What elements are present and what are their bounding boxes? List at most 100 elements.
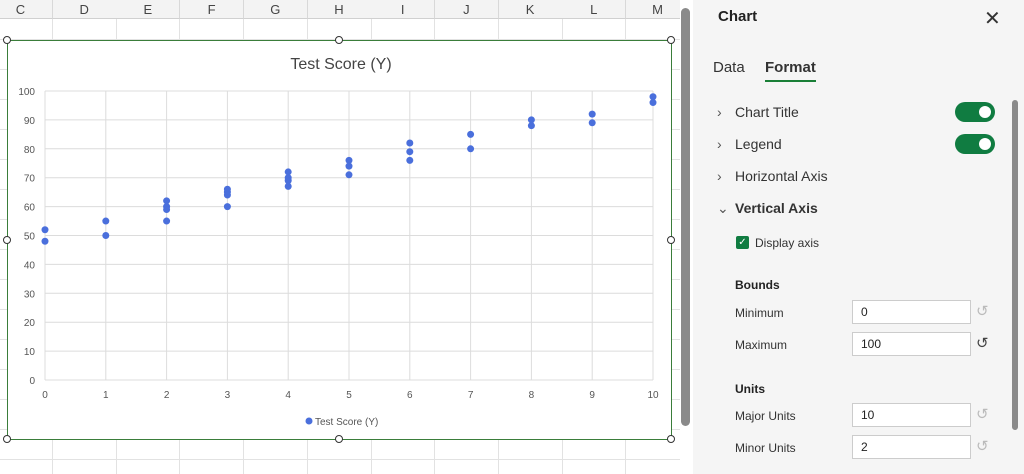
- major-units-label: Major Units: [735, 409, 796, 423]
- column-header-K[interactable]: K: [498, 0, 563, 19]
- legend-toggle[interactable]: [955, 134, 995, 154]
- resize-handle-left[interactable]: [3, 236, 11, 244]
- minimum-input[interactable]: [852, 300, 971, 324]
- bounds-heading: Bounds: [735, 278, 780, 292]
- x-tick-label: 4: [285, 390, 291, 401]
- chevron-right-icon: ›: [717, 104, 722, 120]
- y-tick-label: 50: [24, 232, 36, 243]
- section-vertical-axis[interactable]: ⌄ Vertical Axis: [717, 200, 818, 217]
- reset-maximum-icon[interactable]: ↺: [976, 335, 989, 352]
- section-label: Horizontal Axis: [735, 168, 828, 184]
- x-tick-label: 6: [407, 390, 413, 401]
- data-point: [41, 226, 49, 234]
- section-chart-title[interactable]: › Chart Title: [717, 104, 799, 120]
- column-header-E[interactable]: E: [116, 0, 181, 19]
- section-legend[interactable]: › Legend: [717, 136, 782, 152]
- close-icon[interactable]: ✕: [984, 8, 1001, 30]
- data-point: [588, 110, 596, 118]
- data-point: [41, 237, 49, 245]
- y-tick-label: 90: [24, 116, 36, 127]
- resize-handle-top-right[interactable]: [667, 36, 675, 44]
- x-tick-label: 9: [589, 390, 595, 401]
- data-point: [467, 130, 475, 138]
- data-point: [223, 191, 231, 199]
- y-tick-label: 0: [29, 376, 35, 387]
- x-tick-label: 10: [647, 390, 659, 401]
- data-point: [527, 122, 535, 130]
- x-tick-label: 8: [529, 390, 535, 401]
- data-point: [284, 182, 292, 190]
- major-units-input[interactable]: [852, 403, 971, 427]
- reset-major-units-icon[interactable]: ↺: [976, 406, 989, 423]
- reset-minimum-icon[interactable]: ↺: [976, 303, 989, 320]
- x-tick-label: 2: [164, 390, 170, 401]
- section-label: Chart Title: [735, 104, 799, 120]
- y-tick-label: 10: [24, 347, 36, 358]
- x-tick-label: 3: [225, 390, 231, 401]
- column-header-I[interactable]: I: [371, 0, 436, 19]
- section-label: Legend: [735, 136, 782, 152]
- data-point: [345, 162, 353, 170]
- units-heading: Units: [735, 382, 765, 396]
- resize-handle-bottom-left[interactable]: [3, 435, 11, 443]
- column-header-M[interactable]: M: [626, 0, 680, 19]
- data-point: [284, 168, 292, 176]
- data-point: [284, 177, 292, 185]
- chevron-right-icon: ›: [717, 136, 722, 152]
- resize-handle-top[interactable]: [335, 36, 343, 44]
- pane-scrollbar[interactable]: [1012, 100, 1018, 430]
- data-point: [649, 99, 657, 107]
- tab-format[interactable]: Format: [765, 59, 816, 82]
- data-point: [163, 205, 171, 213]
- column-header-J[interactable]: J: [434, 0, 499, 19]
- resize-handle-top-left[interactable]: [3, 36, 11, 44]
- data-point: [345, 156, 353, 164]
- sheet-vertical-scrollbar[interactable]: [681, 8, 690, 426]
- data-point: [102, 232, 110, 239]
- data-point: [588, 119, 596, 127]
- chart-title-toggle[interactable]: [955, 102, 995, 122]
- data-point: [649, 93, 657, 101]
- data-point: [406, 156, 414, 164]
- column-header-C[interactable]: C: [0, 0, 53, 19]
- display-axis-checkbox[interactable]: ✓: [736, 236, 749, 249]
- y-tick-label: 20: [24, 318, 36, 329]
- minor-units-label: Minor Units: [735, 441, 796, 455]
- chevron-right-icon: ›: [717, 168, 722, 184]
- chevron-down-icon: ⌄: [717, 200, 729, 216]
- data-point: [223, 203, 231, 211]
- y-tick-label: 70: [24, 174, 36, 185]
- column-header-L[interactable]: L: [562, 0, 627, 19]
- data-point: [163, 217, 171, 225]
- column-header-G[interactable]: G: [243, 0, 308, 19]
- maximum-label: Maximum: [735, 338, 788, 352]
- maximum-input[interactable]: [852, 332, 971, 356]
- y-tick-label: 40: [24, 260, 36, 271]
- legend-label[interactable]: Test Score (Y): [315, 417, 378, 428]
- reset-minor-units-icon[interactable]: ↺: [976, 438, 989, 455]
- column-header-H[interactable]: H: [307, 0, 372, 19]
- scatter-chart: Test Score (Y) 0 10 20 30 40 50 60 70 80 90 100 0 1 2…: [18, 56, 659, 428]
- chart-format-pane: Chart ✕ Data Format › Chart Title › Legend…: [693, 0, 1024, 474]
- data-point: [467, 145, 475, 153]
- pane-title: Chart: [718, 8, 758, 25]
- minor-units-input[interactable]: [852, 435, 971, 459]
- minimum-label: Minimum: [735, 306, 784, 320]
- resize-handle-right[interactable]: [667, 236, 675, 244]
- data-point: [345, 171, 353, 179]
- column-header-F[interactable]: F: [180, 0, 245, 19]
- resize-handle-bottom-right[interactable]: [667, 435, 675, 443]
- x-tick-label: 7: [468, 390, 474, 401]
- tab-data[interactable]: Data: [713, 59, 745, 76]
- chart-title[interactable]: Test Score (Y): [290, 56, 391, 73]
- data-point: [102, 217, 110, 225]
- column-header-D[interactable]: D: [52, 0, 117, 19]
- legend-marker: [305, 417, 313, 425]
- section-label: Vertical Axis: [735, 200, 818, 216]
- data-point: [527, 116, 535, 124]
- section-horizontal-axis[interactable]: › Horizontal Axis: [717, 168, 828, 184]
- data-point: [406, 148, 414, 156]
- resize-handle-bottom[interactable]: [335, 435, 343, 443]
- chart-object[interactable]: Test Score (Y) 0 10 20 30 40 50 60 70 80 90 100 0 1 2…: [3, 36, 675, 443]
